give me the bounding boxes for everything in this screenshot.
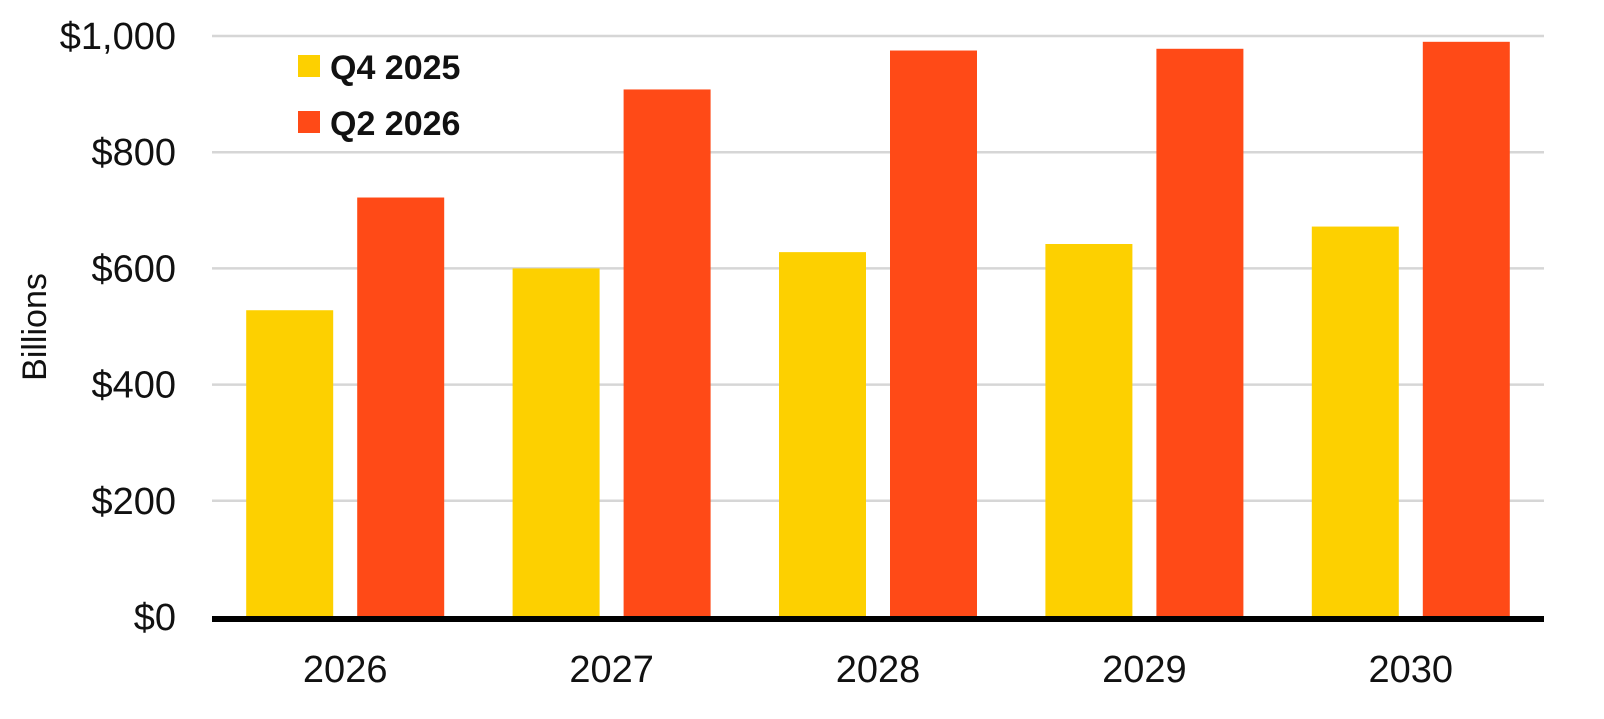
bar-q4-2025-2027 — [512, 268, 600, 617]
y-axis-title: Billions — [16, 273, 54, 381]
bar-q4-2025-2030 — [1311, 226, 1399, 617]
x-tick-label: 2027 — [569, 649, 654, 691]
legend-label-q4-2025: Q4 2025 — [330, 49, 460, 87]
legend-label-q2-2026: Q2 2026 — [330, 105, 460, 143]
x-tick-label: 2026 — [303, 649, 388, 691]
legend-swatch-q4-2025 — [298, 55, 320, 77]
bar-q4-2025-2026 — [246, 310, 334, 617]
bar-q2-2026-2029 — [1156, 48, 1244, 618]
x-tick-label: 2030 — [1369, 649, 1454, 691]
bar-q2-2026-2026 — [357, 197, 445, 617]
bar-q4-2025-2028 — [779, 252, 866, 617]
y-tick-label: $200 — [91, 481, 176, 523]
y-tick-label: $600 — [91, 248, 176, 290]
y-tick-label: $400 — [91, 365, 176, 407]
axes: $0 $200 $400 $600 $800 $1,000 2026 2027 2028 2029… — [16, 16, 1544, 691]
y-tick-label: $0 — [134, 597, 176, 639]
x-tick-label: 2029 — [1102, 649, 1187, 691]
bar-q2-2026-2027 — [623, 89, 711, 617]
bar-q2-2026-2030 — [1422, 41, 1510, 618]
y-tick-label: $1,000 — [60, 16, 176, 58]
legend-swatch-q2-2026 — [298, 111, 320, 133]
bars — [246, 41, 1510, 618]
bar-q2-2026-2028 — [890, 50, 977, 617]
x-tick-label: 2028 — [836, 649, 921, 691]
bar-q4-2025-2029 — [1045, 243, 1133, 618]
legend: Q4 2025 Q2 2026 — [298, 49, 460, 143]
y-tick-label: $800 — [91, 132, 176, 174]
